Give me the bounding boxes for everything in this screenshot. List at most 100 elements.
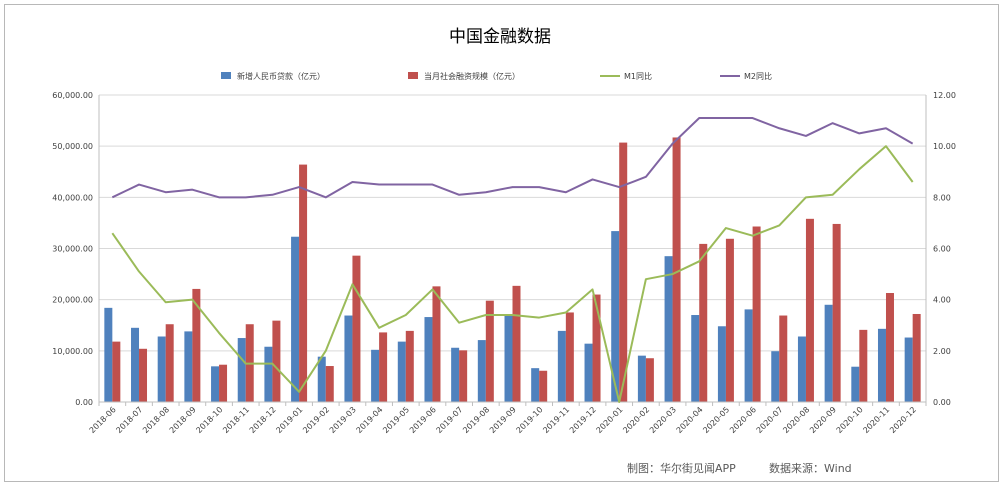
x-tick-label: 2019-07 xyxy=(435,405,465,435)
bar-new-loans xyxy=(291,236,300,402)
bar-new-loans xyxy=(611,231,620,402)
bar-new-loans xyxy=(397,341,406,402)
bar-social-financing xyxy=(672,137,681,402)
bar-social-financing xyxy=(325,366,334,402)
bar-new-loans xyxy=(477,340,486,402)
y-left-tick-label: 10,000.00 xyxy=(52,347,93,356)
legend-label: M2同比 xyxy=(744,71,772,81)
bar-social-financing xyxy=(219,364,228,402)
bar-new-loans xyxy=(531,368,540,402)
bar-new-loans xyxy=(504,315,513,402)
bar-new-loans xyxy=(904,337,913,402)
bar-social-financing xyxy=(299,164,308,402)
bar-social-financing xyxy=(379,332,388,402)
x-tick-label: 2020-02 xyxy=(621,405,651,435)
x-tick-label: 2019-03 xyxy=(328,405,358,435)
x-tick-label: 2018-10 xyxy=(194,405,224,435)
x-tick-label: 2020-12 xyxy=(888,405,918,435)
legend-label: M1同比 xyxy=(624,71,652,81)
x-tick-label: 2018-06 xyxy=(88,405,118,435)
bar-social-financing xyxy=(885,293,894,402)
x-tick-label: 2020-10 xyxy=(835,405,865,435)
y-right-tick-label: 10.00 xyxy=(933,142,956,151)
x-tick-label: 2020-01 xyxy=(595,405,625,435)
x-tick-label: 2020-11 xyxy=(861,405,891,435)
bar-new-loans xyxy=(451,347,460,402)
x-tick-label: 2018-07 xyxy=(114,405,144,435)
bar-social-financing xyxy=(645,358,654,402)
footer-credit: 制图：华尔街见闻APP xyxy=(627,462,736,475)
x-tick-label: 2019-10 xyxy=(515,405,545,435)
y-right-tick-label: 8.00 xyxy=(933,193,951,202)
bar-new-loans xyxy=(211,366,220,402)
x-tick-label: 2019-02 xyxy=(301,405,331,435)
y-left-tick-label: 40,000.00 xyxy=(52,193,93,202)
x-tick-label: 2018-11 xyxy=(221,405,251,435)
y-right-tick-label: 2.00 xyxy=(933,347,951,356)
x-tick-label: 2019-04 xyxy=(355,405,385,435)
bar-social-financing xyxy=(859,329,868,402)
bar-social-financing xyxy=(619,142,628,402)
bar-new-loans xyxy=(584,343,593,402)
x-tick-label: 2020-06 xyxy=(728,405,758,435)
bar-new-loans xyxy=(344,315,353,402)
bar-social-financing xyxy=(192,288,201,402)
line-m1-yoy xyxy=(111,145,914,403)
bar-social-financing xyxy=(699,243,708,402)
x-tick-label: 2019-05 xyxy=(381,405,411,435)
bar-new-loans xyxy=(877,328,886,402)
bar-new-loans xyxy=(744,309,753,402)
bar-social-financing xyxy=(565,312,574,402)
x-tick-label: 2019-08 xyxy=(461,405,491,435)
bar-social-financing xyxy=(592,294,601,402)
bar-social-financing xyxy=(805,218,814,402)
y-left-tick-label: 50,000.00 xyxy=(52,142,93,151)
y-left-tick-label: 60,000.00 xyxy=(52,91,93,100)
bar-new-loans xyxy=(824,304,833,402)
x-tick-label: 2020-09 xyxy=(808,405,838,435)
bar-new-loans xyxy=(691,315,700,402)
bar-social-financing xyxy=(832,223,841,402)
bar-social-financing xyxy=(272,320,281,402)
bar-new-loans xyxy=(157,336,166,402)
line-m2-yoy xyxy=(111,117,914,199)
bar-social-financing xyxy=(459,350,468,402)
bar-social-financing xyxy=(139,348,148,402)
bar-new-loans xyxy=(104,307,113,402)
bar-social-financing xyxy=(485,300,494,402)
bar-new-loans xyxy=(557,330,566,402)
legend-label: 新增人民币贷款（亿元） xyxy=(237,71,325,81)
bar-social-financing xyxy=(165,324,174,402)
bar-social-financing xyxy=(725,238,734,402)
x-tick-label: 2018-12 xyxy=(248,405,278,435)
footer-source: 数据来源：Wind xyxy=(769,462,852,475)
bar-social-financing xyxy=(112,341,121,402)
bar-social-financing xyxy=(539,370,548,402)
x-tick-label: 2019-01 xyxy=(274,405,304,435)
chart-canvas: 中国金融数据 0.00 0.00 10,000.00 2.00 20,000.00 4.00… xyxy=(52,27,956,435)
bar-new-loans xyxy=(371,349,380,402)
x-tick-label: 2019-09 xyxy=(488,405,518,435)
y-right-tick-label: 4.00 xyxy=(933,296,951,305)
bar-social-financing xyxy=(779,315,788,402)
x-tick-label: 2019-12 xyxy=(568,405,598,435)
bar-new-loans xyxy=(637,355,646,402)
legend-swatch xyxy=(221,72,231,79)
x-tick-label: 2020-08 xyxy=(781,405,811,435)
x-tick-label: 2019-06 xyxy=(408,405,438,435)
bar-new-loans xyxy=(771,351,780,402)
x-tick-label: 2020-04 xyxy=(675,405,705,435)
bar-social-financing xyxy=(752,226,761,402)
y-right-tick-label: 6.00 xyxy=(933,245,951,254)
bar-new-loans xyxy=(797,336,806,402)
x-tick-label: 2020-07 xyxy=(755,405,785,435)
chart-title: 中国金融数据 xyxy=(449,27,551,47)
legend-label: 当月社会融资规模（亿元） xyxy=(424,71,520,81)
bar-new-loans xyxy=(131,327,140,402)
bar-social-financing xyxy=(352,255,361,402)
x-tick-label: 2018-08 xyxy=(141,405,171,435)
bar-new-loans xyxy=(317,356,326,402)
y-left-tick-label: 0.00 xyxy=(75,398,93,407)
y-right-tick-label: 12.00 xyxy=(933,91,956,100)
bar-social-financing xyxy=(912,313,921,402)
